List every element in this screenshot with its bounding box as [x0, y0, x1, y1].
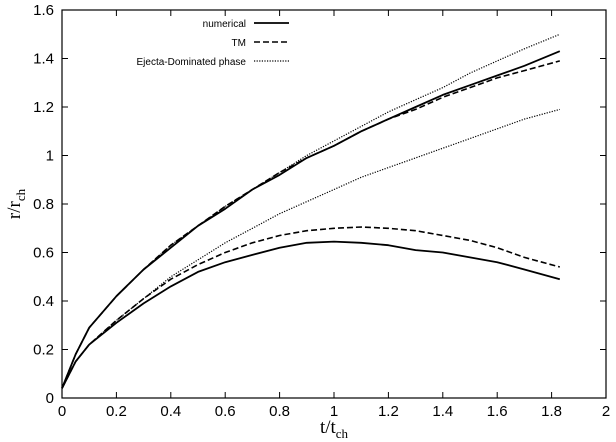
x-axis-title-subscript: ch	[336, 426, 349, 441]
x-tick-label: 1.8	[541, 403, 562, 420]
y-axis-title: r/rch	[4, 188, 28, 219]
x-tick-label: 1.6	[487, 403, 508, 420]
y-axis-title-subscript: ch	[13, 188, 28, 201]
y-tick-label: 0.6	[33, 245, 54, 262]
y-tick-label: 1.6	[33, 2, 54, 19]
legend-label-dotted: Ejecta-Dominated phase	[136, 57, 246, 68]
legend-label-dashed: TM	[232, 38, 246, 49]
x-tick-label: 0.2	[106, 403, 127, 420]
x-tick-label: 0.6	[215, 403, 236, 420]
axis-ticks	[61, 9, 607, 399]
legend-label-solid: numerical	[203, 19, 246, 30]
series-curves	[61, 33, 561, 389]
y-tick-label: 1.2	[33, 99, 54, 116]
x-tick-label: 1.4	[432, 403, 453, 420]
series-line-dotted-inner	[61, 108, 560, 389]
y-tick-label: 0.4	[33, 293, 54, 310]
y-axis-title-main: r/r	[4, 201, 25, 220]
x-tick-label: 2	[602, 403, 610, 420]
x-tick-label: 1	[330, 403, 338, 420]
y-tick-label: 0	[46, 390, 54, 407]
series-line-solid-outer	[61, 50, 561, 389]
x-tick-label: 0	[58, 403, 66, 420]
series-line-dotted-outer	[61, 33, 561, 389]
x-axis-title: t/tch	[320, 417, 349, 441]
y-tick-label: 1	[46, 148, 54, 165]
tick-labels: 0 0.2 0.4 0.6 0.8 1 1.2 1.4 1.6 1.8 2 0 0.2 0.4 0.6 0.8…	[33, 2, 610, 420]
x-tick-label: 1.2	[378, 403, 399, 420]
x-tick-label: 0.4	[160, 403, 181, 420]
series-line-solid-inner	[61, 240, 561, 389]
plot-frame	[61, 9, 607, 399]
x-tick-label: 0.8	[269, 403, 290, 420]
y-tick-label: 1.4	[33, 51, 54, 68]
y-tick-label: 0.2	[33, 342, 54, 359]
y-tick-label: 0.8	[33, 196, 54, 213]
legend: numerical TM Ejecta-Dominated phase	[136, 19, 289, 68]
series-line-dashed-outer	[61, 60, 561, 389]
x-axis-title-main: t/t	[320, 417, 337, 438]
